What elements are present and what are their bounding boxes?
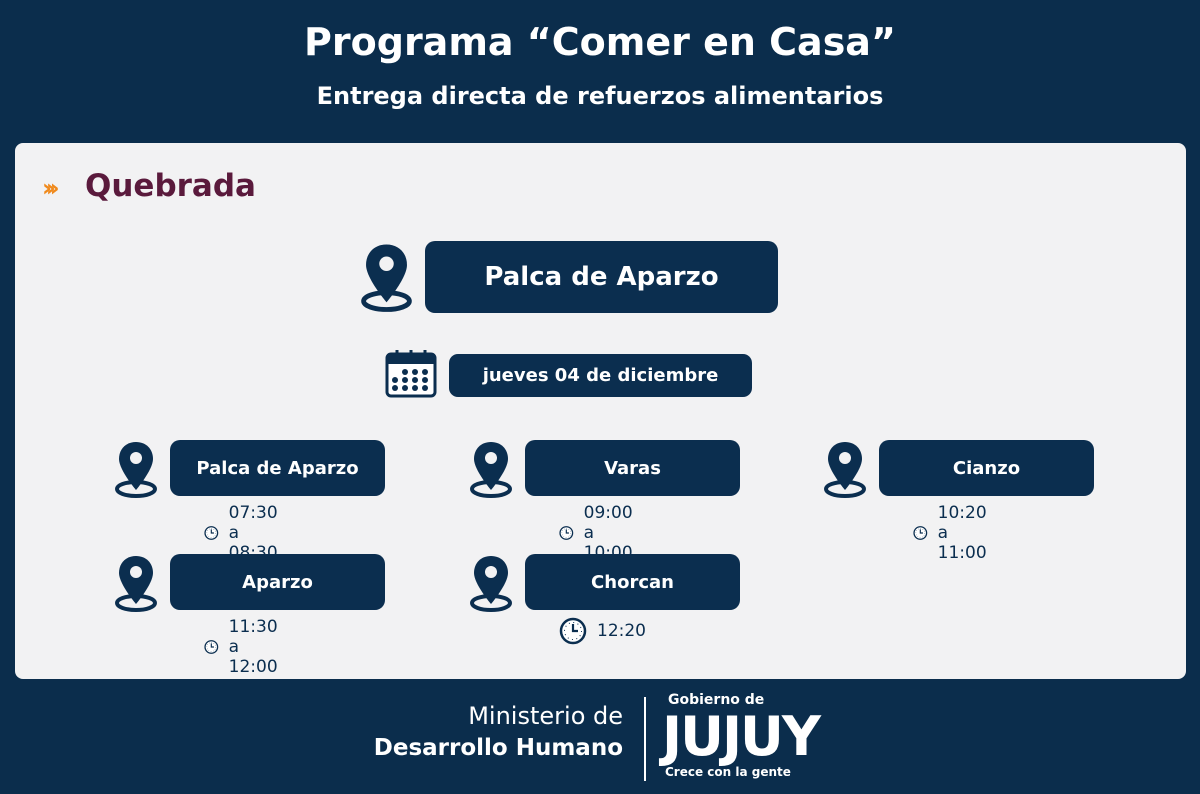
- page-subtitle: Entrega directa de refuerzos alimentario…: [316, 82, 884, 110]
- location-pin-icon: [115, 442, 157, 498]
- stop-time-text: 10:20 a 11:00: [937, 503, 987, 563]
- triple-chevron-right-icon: ›››: [42, 174, 60, 202]
- stop-name-box: Chorcan: [525, 554, 740, 610]
- location-pin-icon: [115, 556, 157, 612]
- stop-name-box: Varas: [525, 440, 740, 496]
- location-pin-icon: [470, 442, 512, 498]
- stop-time-text: 11:30 a 12:00: [228, 617, 278, 677]
- calendar-icon: [385, 350, 437, 398]
- region-title: Quebrada: [85, 168, 256, 204]
- jujuy-logo: JUJUY: [662, 705, 821, 768]
- footer-divider: [644, 697, 646, 781]
- stop-time: 10:20 a 11:00: [913, 503, 1000, 563]
- ministry-line1: Ministerio de: [468, 702, 623, 730]
- clock-icon: [204, 640, 219, 654]
- logo-top-text: Gobierno de: [668, 692, 765, 708]
- location-pin-icon: [361, 244, 412, 312]
- stop-time: 12:20: [559, 617, 646, 645]
- main-location-box: Palca de Aparzo: [425, 241, 778, 313]
- clock-icon: [559, 526, 574, 540]
- location-pin-icon: [470, 556, 512, 612]
- clock-icon: [204, 526, 219, 540]
- clock-icon: [559, 617, 587, 645]
- stop-name-box: Palca de Aparzo: [170, 440, 385, 496]
- clock-icon: [913, 526, 928, 540]
- stop-name-box: Cianzo: [879, 440, 1094, 496]
- logo-tagline: Crece con la gente: [665, 765, 791, 779]
- stop-time: 11:30 a 12:00: [204, 617, 291, 677]
- stop-name-box: Aparzo: [170, 554, 385, 610]
- page-title: Programa “Comer en Casa”: [304, 20, 896, 64]
- ministry-line2: Desarrollo Humano: [373, 735, 623, 761]
- location-pin-icon: [824, 442, 866, 498]
- stop-time-text: 12:20: [597, 621, 646, 641]
- date-box: jueves 04 de diciembre: [449, 354, 752, 397]
